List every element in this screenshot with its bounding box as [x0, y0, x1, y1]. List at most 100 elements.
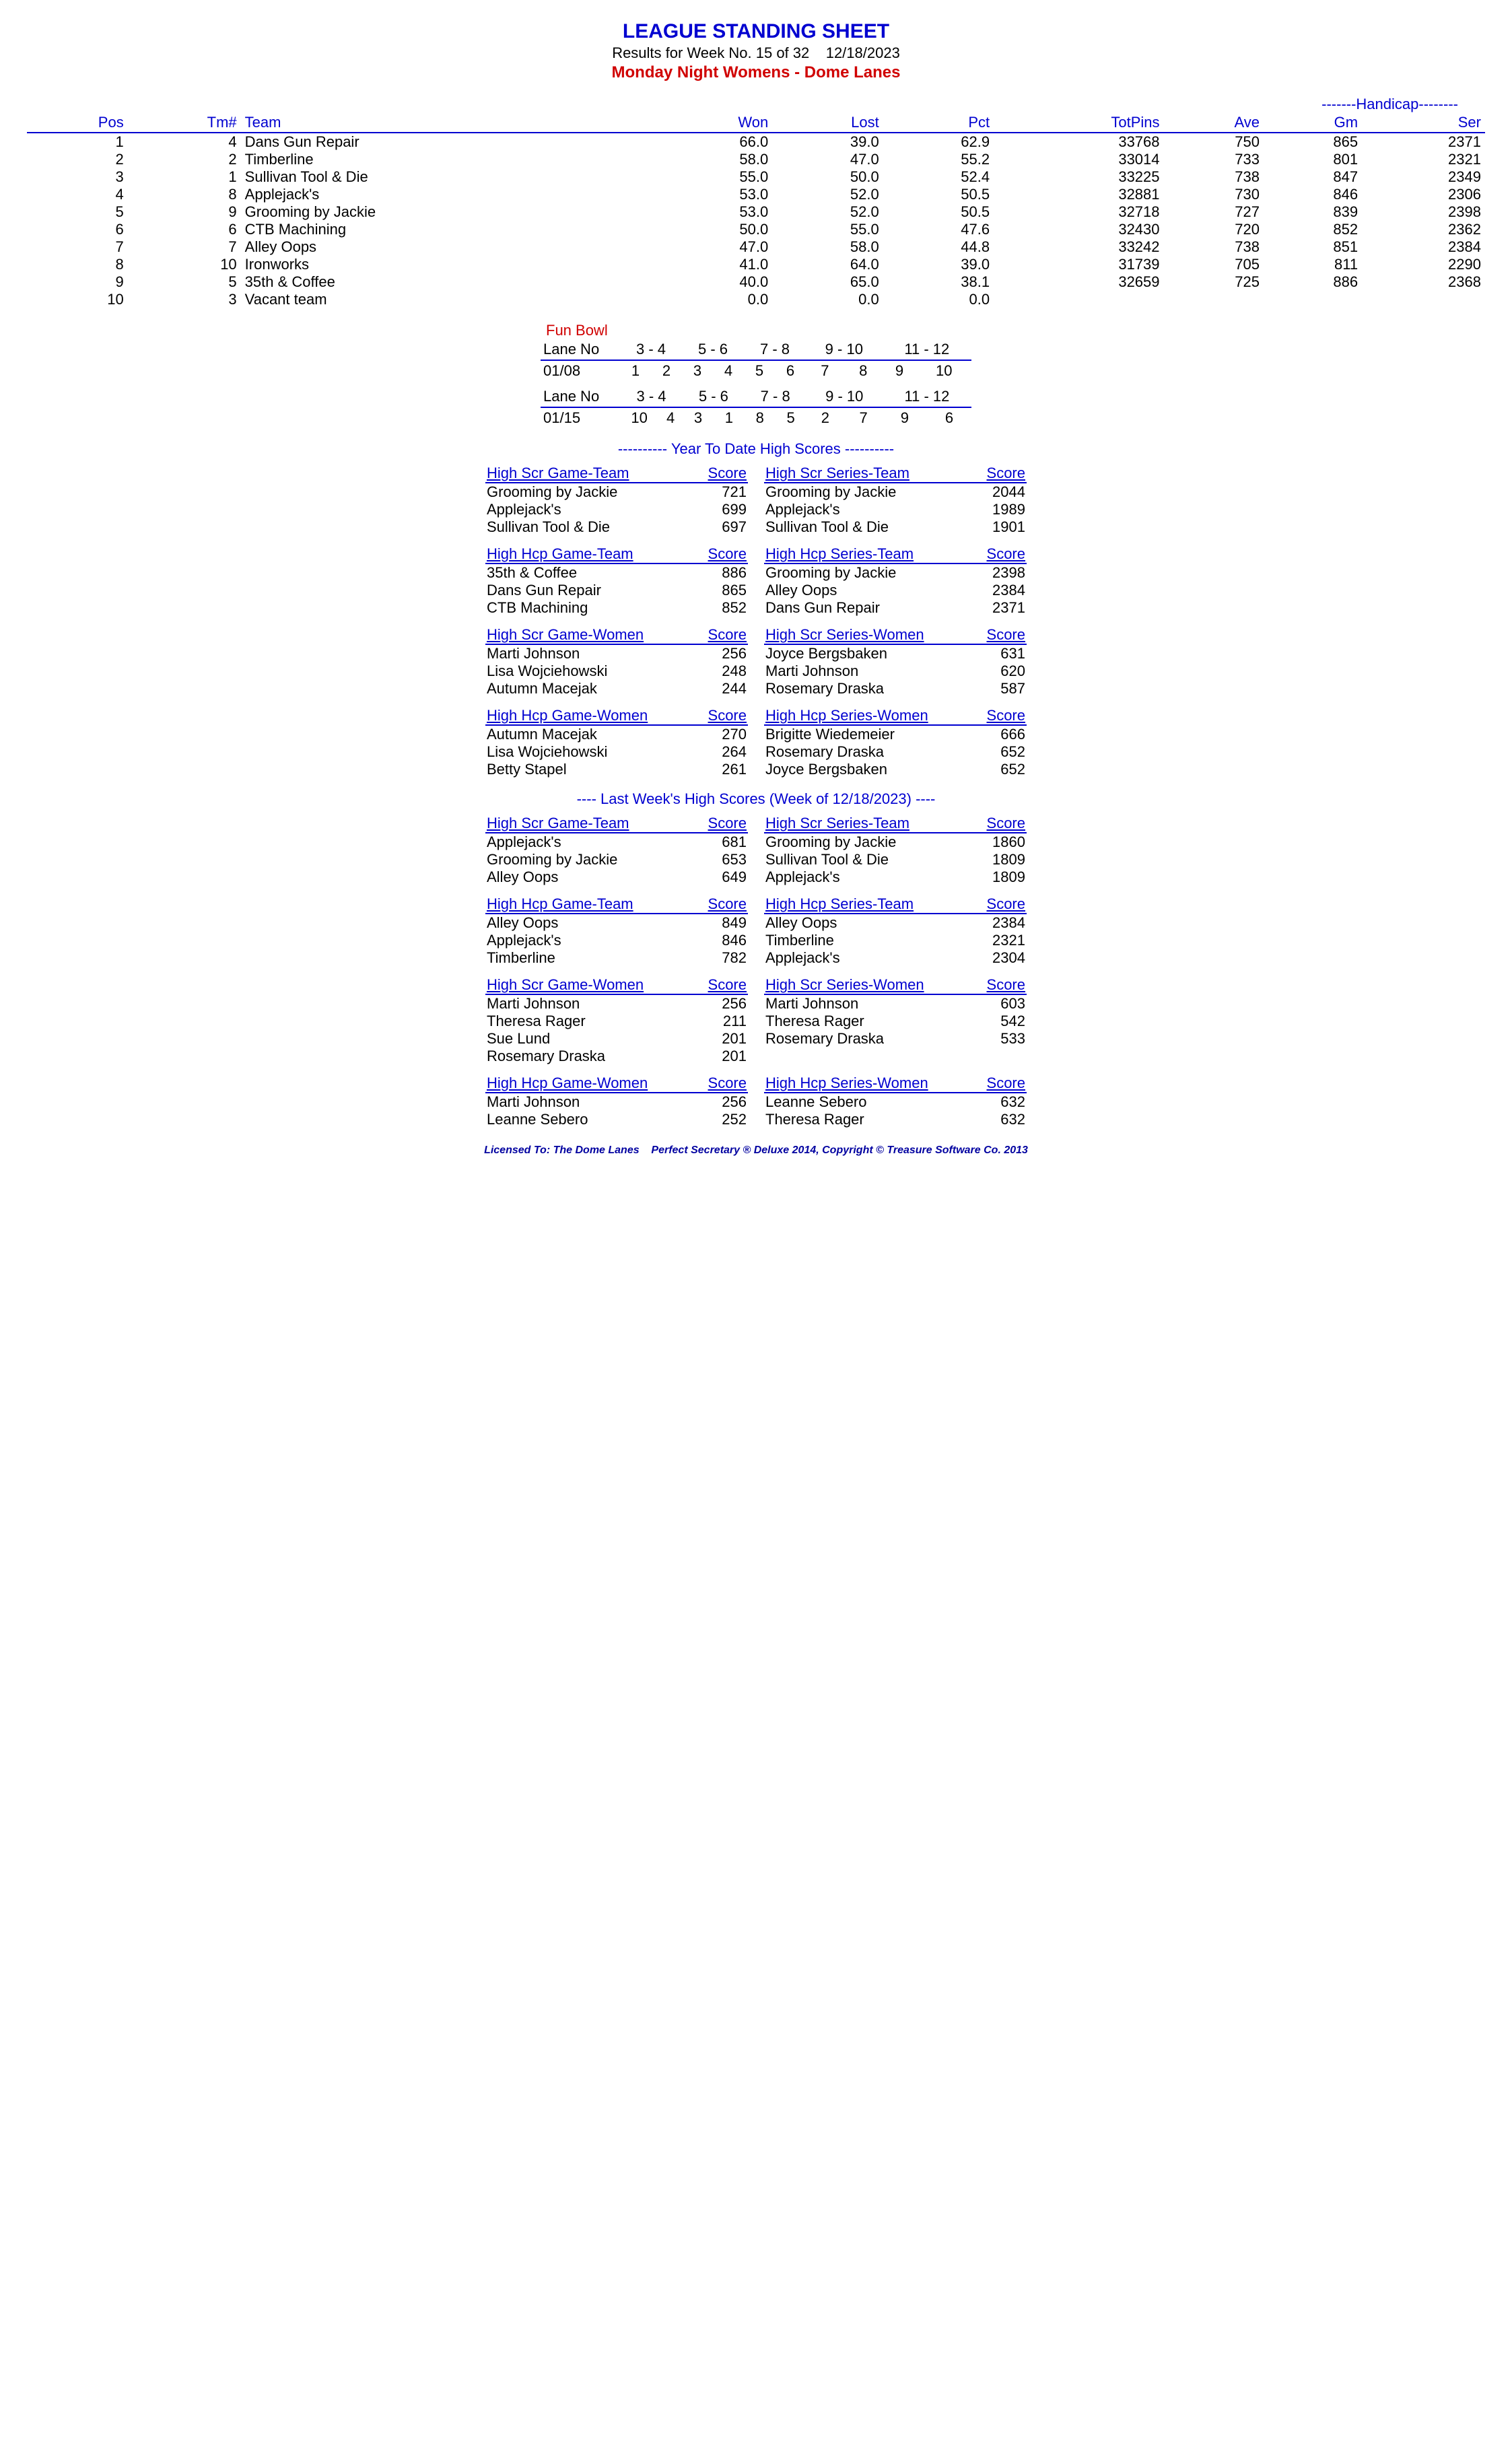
score-row: Marti Johnson603 [764, 995, 1027, 1013]
score-name: Dans Gun Repair [487, 582, 601, 599]
score-name: Sullivan Tool & Die [487, 518, 610, 536]
score-name: Theresa Rager [765, 1111, 864, 1128]
cell: 2362 [1362, 221, 1485, 238]
cell: 50.5 [883, 186, 994, 203]
funbowl-section: Fun Bowl Lane No3 - 45 - 67 - 89 - 1011 … [541, 322, 971, 428]
score-label: Score [708, 465, 747, 482]
cell: 50.0 [772, 168, 883, 186]
score-header: High Scr Series-WomenScore [764, 626, 1027, 645]
league-name: Monday Night Womens - Dome Lanes [27, 63, 1485, 82]
score-column: High Hcp Series-WomenScoreLeanne Sebero6… [764, 1074, 1027, 1128]
lane-header: 11 - 12 [883, 339, 971, 360]
score-value: 261 [722, 761, 747, 778]
lane-date: 01/08 [541, 360, 620, 381]
score-value: 632 [1000, 1111, 1025, 1128]
col-header: Won [658, 113, 772, 133]
score-title: High Scr Series-Team [765, 465, 909, 482]
score-value: 649 [722, 868, 747, 886]
lane-header: 9 - 10 [806, 386, 883, 407]
score-row: Joyce Bergsbaken631 [764, 645, 1027, 662]
lane-team: 7 [844, 407, 883, 428]
cell: Timberline [241, 151, 658, 168]
cell: 53.0 [658, 203, 772, 221]
score-column: High Scr Game-WomenScoreMarti Johnson256… [485, 626, 748, 697]
score-row: Theresa Rager542 [764, 1013, 1027, 1030]
score-row: Theresa Rager 632 [764, 1111, 1027, 1128]
table-row: 22Timberline58.047.055.2330147338012321 [27, 151, 1485, 168]
score-name: Autumn Macejak [487, 680, 597, 697]
page-title: LEAGUE STANDING SHEET [27, 20, 1485, 43]
score-pair: High Scr Game-WomenScoreMarti Johnson256… [27, 976, 1485, 1065]
score-value: 697 [722, 518, 747, 536]
score-value: 652 [1000, 743, 1025, 761]
score-name: Grooming by Jackie [487, 483, 617, 501]
score-value: 533 [1000, 1030, 1025, 1048]
score-label: Score [987, 626, 1025, 644]
score-row: Rosemary Draska587 [764, 680, 1027, 697]
cell: Applejack's [241, 186, 658, 203]
score-value: 2384 [992, 914, 1025, 932]
score-name: Grooming by Jackie [765, 564, 896, 582]
score-label: Score [708, 707, 747, 724]
cell: 6 [128, 221, 241, 238]
table-row: 810Ironworks41.064.039.0317397058112290 [27, 256, 1485, 273]
score-name: Theresa Rager [487, 1013, 586, 1030]
score-row: Grooming by Jackie653 [485, 851, 748, 868]
score-value: 652 [1000, 761, 1025, 778]
table-row: 48Applejack's53.052.050.5328817308462306 [27, 186, 1485, 203]
score-row: Dans Gun Repair2371 [764, 599, 1027, 617]
score-title: High Hcp Series-Women [765, 1074, 928, 1092]
cell: 10 [128, 256, 241, 273]
cell: 852 [1264, 221, 1362, 238]
lane-team: 1 [620, 360, 651, 381]
score-column: High Hcp Series-TeamScoreAlley Oops2384T… [764, 895, 1027, 967]
col-header: Ave [1164, 113, 1264, 133]
lane-team: 4 [713, 360, 744, 381]
lane-no-label: Lane No [541, 386, 620, 407]
col-header: Pct [883, 113, 994, 133]
score-column: High Hcp Game-WomenScoreAutumn Macejak27… [485, 707, 748, 778]
score-value: 211 [723, 1013, 747, 1030]
score-name: Sullivan Tool & Die [765, 518, 889, 536]
score-name: 35th & Coffee [487, 564, 577, 582]
score-row: Applejack's1809 [764, 868, 1027, 886]
score-value: 721 [722, 483, 747, 501]
cell: 33768 [994, 133, 1163, 151]
score-row: CTB Machining852 [485, 599, 748, 617]
score-pair: High Hcp Game-TeamScore35th & Coffee886D… [27, 545, 1485, 617]
score-column: High Hcp Series-WomenScoreBrigitte Wiede… [764, 707, 1027, 778]
lane-team: 10 [620, 407, 658, 428]
cell: 47.0 [772, 151, 883, 168]
score-label: Score [987, 465, 1025, 482]
cell: 38.1 [883, 273, 994, 291]
table-row: 59Grooming by Jackie53.052.050.532718727… [27, 203, 1485, 221]
score-name: Leanne Sebero [765, 1093, 866, 1111]
score-value: 252 [722, 1111, 747, 1128]
score-header: High Hcp Series-TeamScore [764, 545, 1027, 564]
score-header: High Hcp Game-WomenScore [485, 1074, 748, 1093]
score-column: High Hcp Game-TeamScoreAlley Oops849Appl… [485, 895, 748, 967]
score-label: Score [987, 815, 1025, 832]
score-value: 632 [1000, 1093, 1025, 1111]
cell: 64.0 [772, 256, 883, 273]
lane-date: 01/15 [541, 407, 620, 428]
cell: 5 [27, 203, 128, 221]
score-header: High Hcp Series-TeamScore [764, 895, 1027, 914]
lane-team: 7 [806, 360, 844, 381]
standings-table: PosTm#TeamWonLostPctTotPinsAveGmSer 14Da… [27, 113, 1485, 308]
score-value: 865 [722, 582, 747, 599]
score-name: Brigitte Wiedemeier [765, 726, 895, 743]
score-row: Leanne Sebero252 [485, 1111, 748, 1128]
score-value: 248 [722, 662, 747, 680]
cell: 738 [1164, 168, 1264, 186]
score-header: High Hcp Series-WomenScore [764, 707, 1027, 726]
cell: 4 [27, 186, 128, 203]
score-value: 201 [722, 1048, 747, 1065]
cell: 58.0 [772, 238, 883, 256]
score-value: 603 [1000, 995, 1025, 1013]
score-value: 256 [722, 1093, 747, 1111]
score-name: Betty Stapel [487, 761, 567, 778]
score-column: High Scr Series-TeamScoreGrooming by Jac… [764, 465, 1027, 536]
score-value: 256 [722, 995, 747, 1013]
lane-header: 5 - 6 [682, 339, 744, 360]
